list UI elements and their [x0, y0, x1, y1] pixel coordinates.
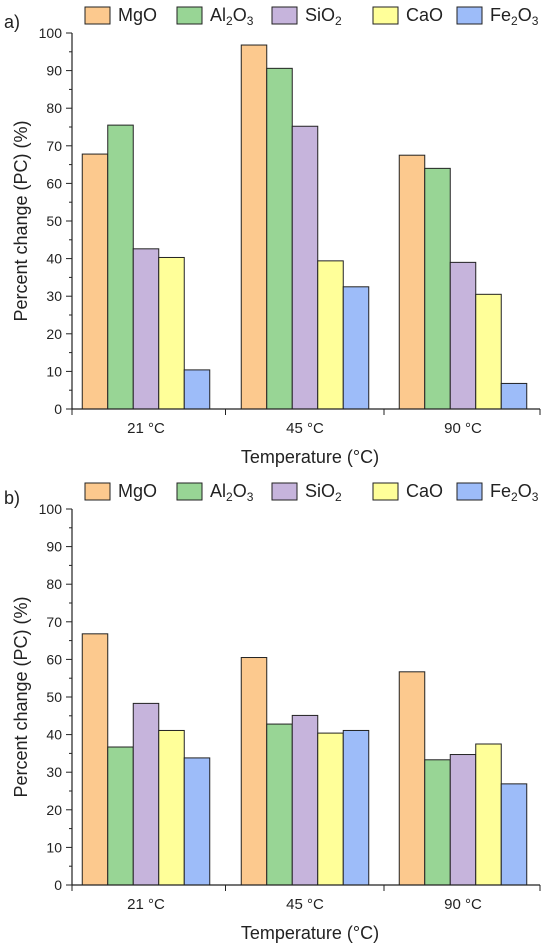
y-tick-label: 20: [46, 802, 62, 818]
x-tick-label-45-c: 45 °C: [286, 420, 324, 437]
legend-item-cao: CaO: [372, 481, 443, 501]
legend-label-cao: CaO: [406, 5, 443, 25]
y-tick-label: 10: [46, 839, 62, 855]
bar-al2o3-21-c: [107, 124, 134, 410]
legend-swatch-fe2o3: [456, 6, 483, 25]
bar-mgo-21-c: [81, 153, 109, 410]
legend-item-al2o3: Al2O3: [176, 5, 254, 28]
bar-mgo-45-c: [240, 44, 268, 410]
bar-cao-45-c: [317, 732, 344, 886]
y-tick-label: 80: [46, 100, 62, 116]
bar-fe2o3-21-c: [183, 369, 211, 410]
y-tick-label: 10: [46, 363, 62, 379]
legend-label-al2o3: Al2O3: [210, 481, 254, 504]
bar-fe2o3-45-c: [342, 286, 370, 410]
y-tick-label: 40: [46, 251, 62, 267]
legend-swatch-mgo: [84, 482, 111, 501]
bar-mgo-90-c: [398, 154, 426, 410]
legend-label-mgo: MgO: [118, 481, 157, 501]
bar-al2o3-45-c: [266, 67, 293, 410]
bar-al2o3-90-c: [424, 759, 451, 886]
chart-panel-a: a) MgO Al2O3 SiO2 CaO Fe2O3 0 10 20 30 40 50 60 70 80 9…: [4, 5, 541, 467]
legend-label-mgo: MgO: [118, 5, 157, 25]
x-tick-label-21-c: 21 °C: [127, 420, 165, 437]
bar-sio2-45-c: [291, 125, 319, 410]
y-tick-label: 0: [54, 877, 62, 893]
bar-sio2-90-c: [449, 261, 477, 410]
bar-sio2-45-c: [291, 714, 319, 886]
legend-swatch-cao: [372, 6, 399, 25]
legend-label-sio2: SiO2: [305, 481, 342, 504]
legend-swatch-al2o3: [176, 482, 203, 501]
x-tick-label-21-c: 21 °C: [127, 896, 165, 913]
legend-label-al2o3: Al2O3: [210, 5, 254, 28]
y-tick-label: 90: [46, 539, 62, 555]
bar-cao-21-c: [158, 729, 185, 886]
legend-label-sio2: SiO2: [305, 5, 342, 28]
bar-mgo-21-c: [81, 633, 109, 886]
bar-cao-90-c: [475, 743, 502, 886]
x-axis-title: Temperature (°C): [241, 447, 379, 467]
legend-item-mgo: MgO: [84, 481, 157, 501]
y-tick-label: 50: [46, 213, 62, 229]
panel-label: b): [4, 488, 20, 508]
bar-fe2o3-90-c: [500, 783, 528, 886]
legend-swatch-sio2: [271, 482, 298, 501]
y-tick-label: 90: [46, 63, 62, 79]
x-tick-label-90-c: 90 °C: [444, 420, 482, 437]
bar-mgo-45-c: [240, 657, 268, 886]
panel-label: a): [4, 12, 20, 32]
legend-swatch-fe2o3: [456, 482, 483, 501]
legend-label-fe2o3: Fe2O3: [490, 481, 539, 504]
legend-item-al2o3: Al2O3: [176, 481, 254, 504]
legend-label-cao: CaO: [406, 481, 443, 501]
bar-fe2o3-21-c: [183, 757, 211, 886]
bar-al2o3-45-c: [266, 723, 293, 886]
bar-cao-21-c: [158, 256, 185, 410]
legend-item-mgo: MgO: [84, 5, 157, 25]
legend-item-sio2: SiO2: [271, 5, 342, 28]
bar-sio2-21-c: [132, 702, 160, 886]
bar-cao-90-c: [475, 293, 502, 410]
legend-item-fe2o3: Fe2O3: [456, 481, 539, 504]
bar-fe2o3-90-c: [500, 382, 528, 410]
y-tick-label: 40: [46, 727, 62, 743]
y-tick-label: 60: [46, 175, 62, 191]
bar-al2o3-90-c: [424, 167, 451, 410]
y-tick-label: 100: [39, 25, 63, 41]
bar-sio2-21-c: [132, 248, 160, 410]
y-axis-title: Percent change (PC) (%): [11, 120, 31, 321]
bar-mgo-90-c: [398, 671, 426, 886]
y-tick-label: 50: [46, 689, 62, 705]
legend-swatch-al2o3: [176, 6, 203, 25]
bar-fe2o3-45-c: [342, 729, 370, 886]
y-tick-label: 100: [39, 501, 63, 517]
y-tick-label: 70: [46, 614, 62, 630]
chart-panel-b: b) MgO Al2O3 SiO2 CaO Fe2O3 0 10 20 30 40 50 60 70 80 9…: [4, 481, 541, 943]
x-tick-label-45-c: 45 °C: [286, 896, 324, 913]
x-axis-title: Temperature (°C): [241, 923, 379, 943]
legend-item-cao: CaO: [372, 5, 443, 25]
legend-item-sio2: SiO2: [271, 481, 342, 504]
legend-swatch-cao: [372, 482, 399, 501]
y-tick-label: 80: [46, 576, 62, 592]
y-axis-title: Percent change (PC) (%): [11, 596, 31, 797]
y-tick-label: 0: [54, 401, 62, 417]
y-tick-label: 30: [46, 288, 62, 304]
bar-al2o3-21-c: [107, 746, 134, 886]
legend-swatch-sio2: [271, 6, 298, 25]
y-tick-label: 60: [46, 651, 62, 667]
legend-label-fe2o3: Fe2O3: [490, 5, 539, 28]
legend-item-fe2o3: Fe2O3: [456, 5, 539, 28]
bar-sio2-90-c: [449, 754, 477, 886]
y-tick-label: 70: [46, 138, 62, 154]
x-tick-label-90-c: 90 °C: [444, 896, 482, 913]
bar-cao-45-c: [317, 260, 344, 410]
y-tick-label: 30: [46, 764, 62, 780]
y-tick-label: 20: [46, 326, 62, 342]
legend-swatch-mgo: [84, 6, 111, 25]
